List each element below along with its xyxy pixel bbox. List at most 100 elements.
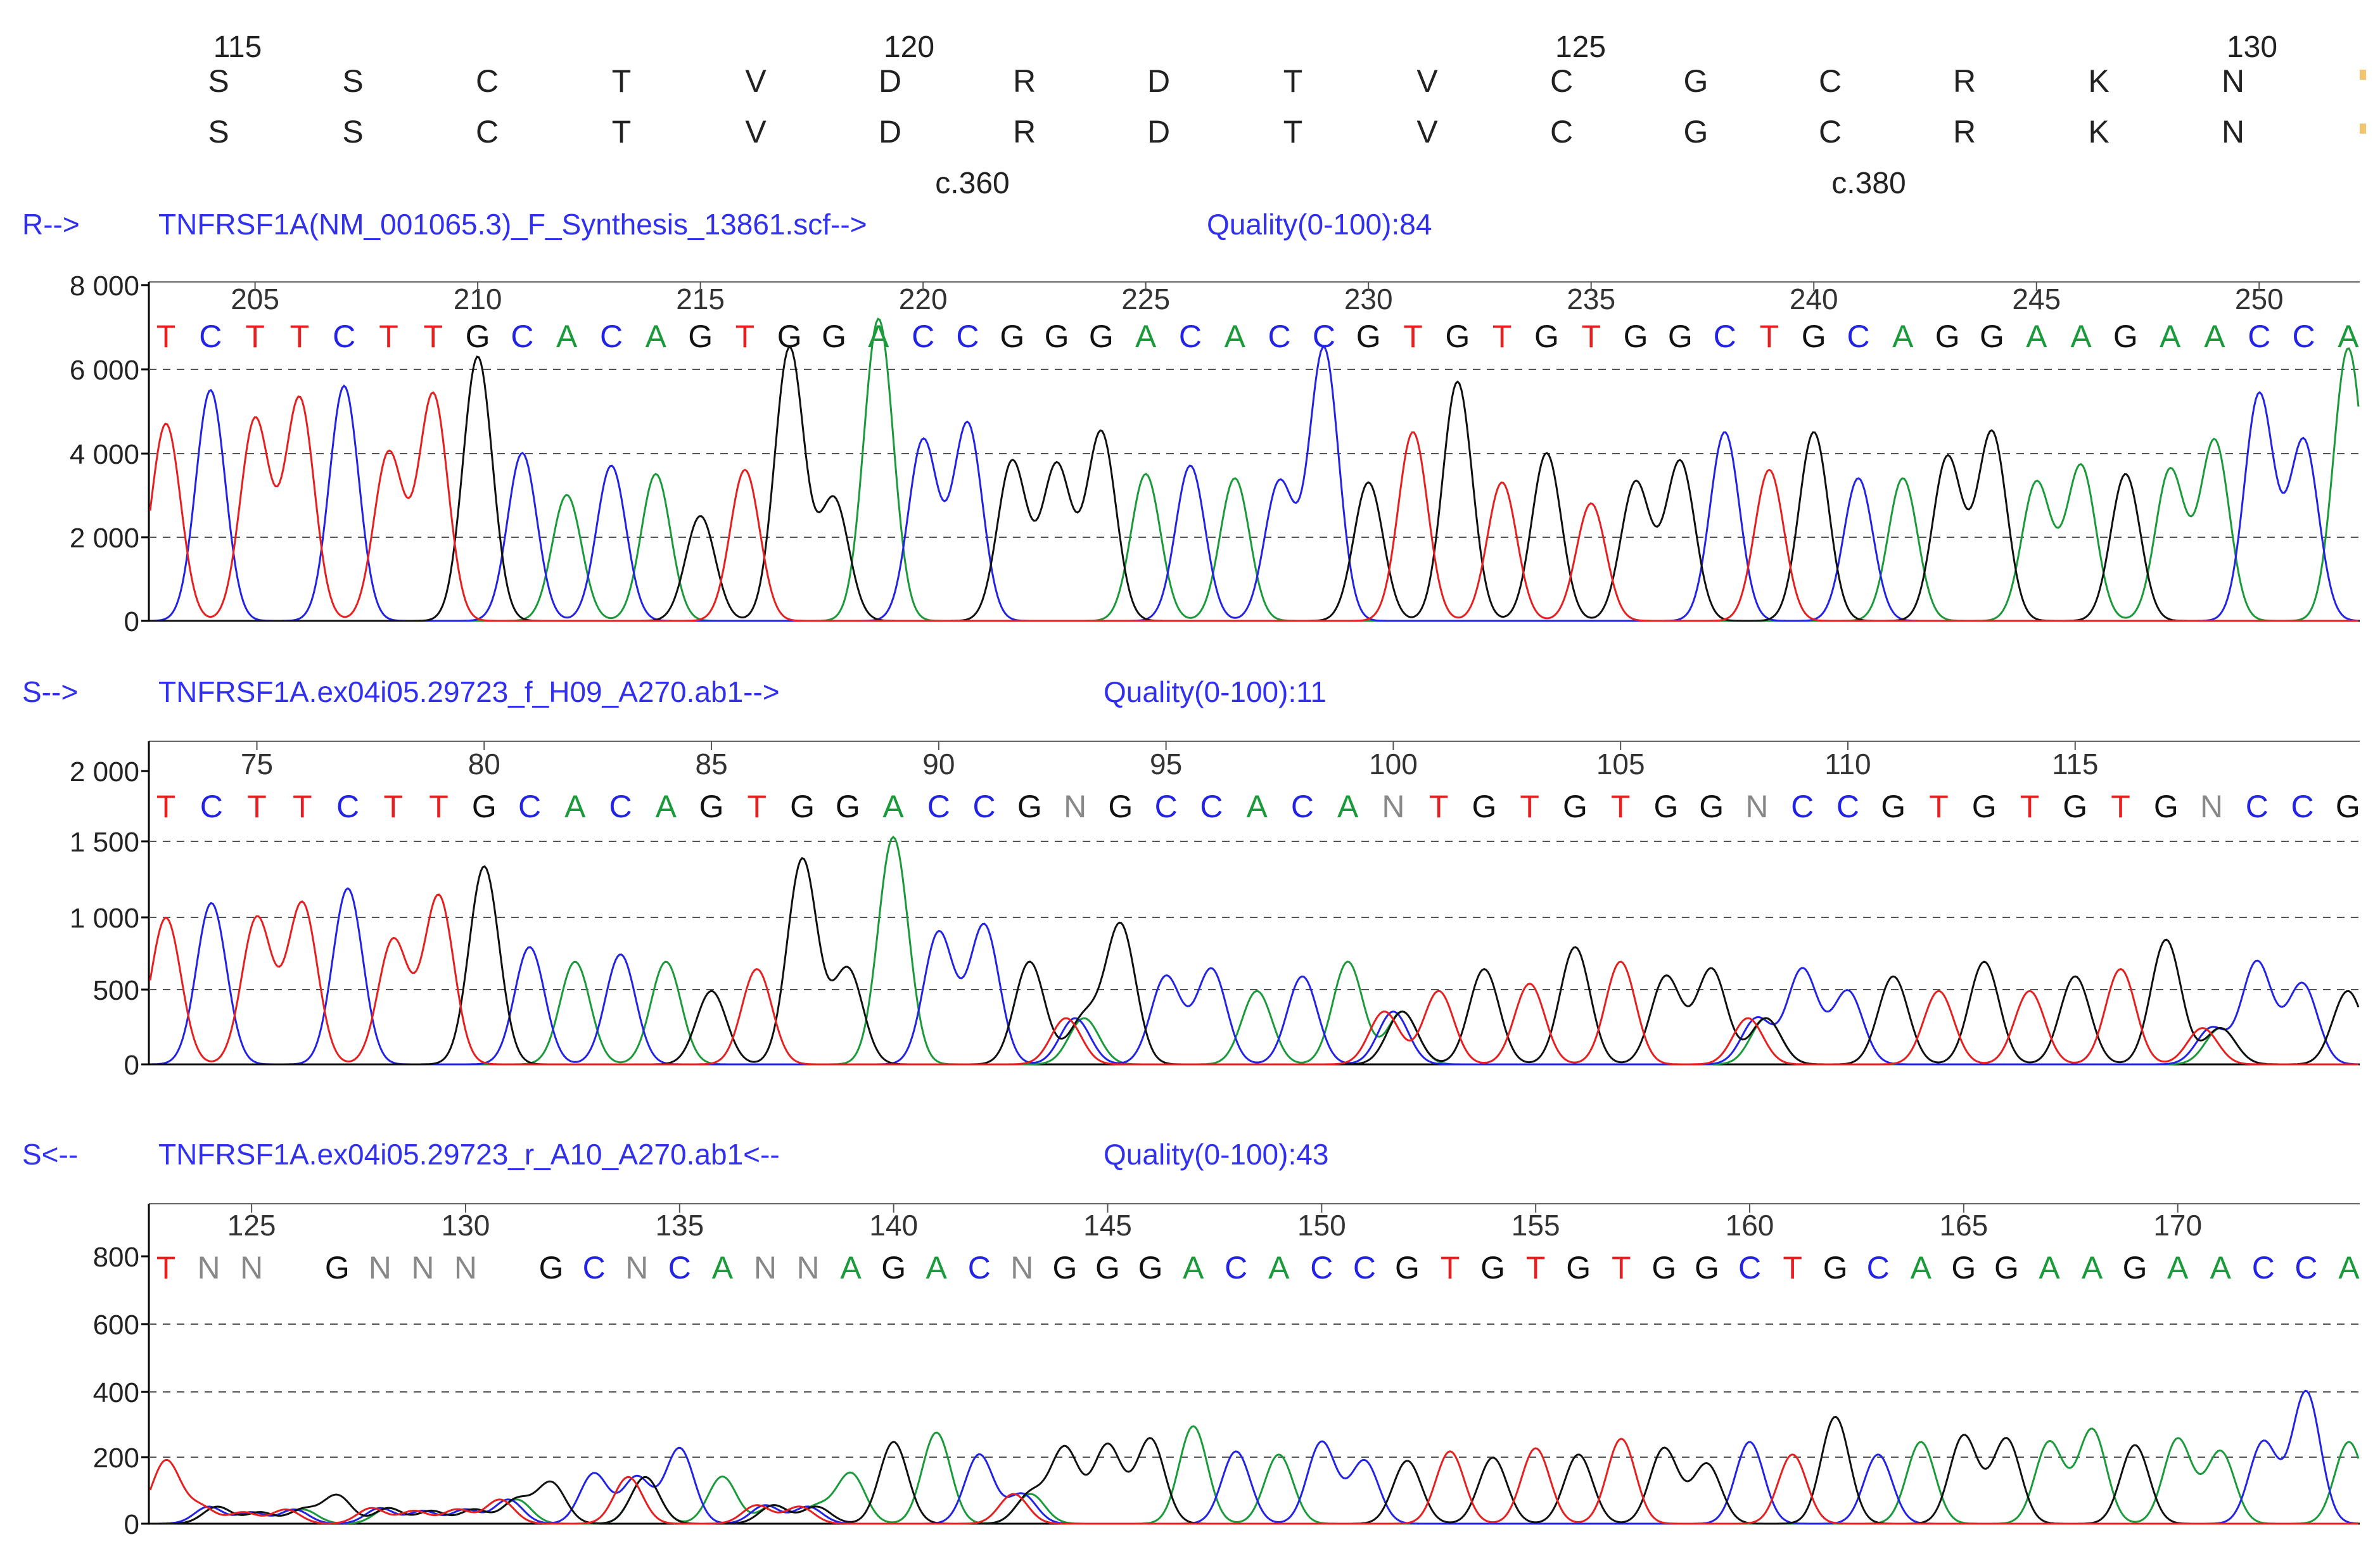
sample-aa-11: C — [1550, 114, 1573, 150]
ref-aa-7: R — [1013, 63, 1036, 99]
base-call-12: A — [646, 319, 667, 354]
base-call-43: A — [2026, 319, 2047, 354]
base-call-9: C — [518, 789, 541, 824]
ref-aa-2: S — [342, 63, 363, 99]
base-call-12: A — [656, 789, 677, 824]
base-call-49: G — [2336, 789, 2360, 824]
base-call-31: T — [1441, 1250, 1460, 1285]
base-call-16: N — [796, 1250, 819, 1285]
base-call-27: C — [1313, 319, 1335, 354]
base-call-7: T — [429, 789, 449, 824]
y-tick-label: 4 000 — [70, 439, 139, 470]
base-call-34: G — [1624, 319, 1648, 354]
base-call-37: T — [1760, 319, 1779, 354]
sample-aa-15: K — [2088, 114, 2109, 150]
base-call-28: G — [1356, 319, 1381, 354]
base-call-35: G — [1699, 789, 1724, 824]
base-call-14: A — [712, 1250, 734, 1285]
ruler-label-100: 100 — [1369, 748, 1418, 781]
ref-aa-13: C — [1819, 63, 1842, 99]
ref-aa-3: C — [476, 63, 499, 99]
base-call-20: G — [1017, 789, 1042, 824]
base-call-3: T — [245, 319, 265, 354]
sample-aa-2: S — [342, 114, 363, 150]
ref-aa-16: N — [2222, 63, 2244, 99]
base-call-33: T — [1611, 789, 1631, 824]
base-call-39: T — [1783, 1250, 1802, 1285]
ruler-label-145: 145 — [1083, 1209, 1132, 1242]
base-call-26: C — [1225, 1250, 1247, 1285]
base-call-15: G — [790, 789, 815, 824]
base-call-23: C — [1155, 789, 1178, 824]
ruler-label-110: 110 — [1824, 748, 1871, 781]
base-call-25: A — [1225, 319, 1246, 354]
base-call-35: G — [1668, 319, 1693, 354]
base-call-16: G — [822, 319, 846, 354]
base-call-33: T — [1526, 1250, 1546, 1285]
sample-aa-8: D — [1147, 114, 1170, 150]
base-call-28: C — [1310, 1250, 1333, 1285]
sample-aa-10: V — [1416, 114, 1438, 150]
base-call-5: C — [336, 789, 359, 824]
base-call-19: C — [956, 319, 979, 354]
base-call-29: T — [1429, 789, 1449, 824]
ruler-label-105: 105 — [1596, 748, 1645, 781]
y-tick-label: 800 — [93, 1242, 139, 1273]
base-call-1: T — [156, 319, 176, 354]
base-call-42: A — [1911, 1250, 1932, 1285]
base-call-49: A — [2210, 1250, 2232, 1285]
base-call-1: T — [156, 1250, 176, 1285]
base-call-34: G — [1566, 1250, 1591, 1285]
sample-aa-16: N — [2222, 114, 2244, 150]
ref-aa-14: R — [1953, 63, 1976, 99]
y-tick-label: 400 — [93, 1377, 139, 1408]
base-call-24: C — [1200, 789, 1223, 824]
trace-filename: TNFRSF1A.ex04i05.29723_f_H09_A270.ab1--> — [158, 675, 780, 708]
base-call-4: T — [290, 319, 310, 354]
sample-aa-3: C — [476, 114, 499, 150]
base-call-7: T — [424, 319, 443, 354]
base-call-42: T — [2020, 789, 2040, 824]
base-call-22: G — [1089, 319, 1114, 354]
base-call-31: T — [1520, 789, 1539, 824]
trace-curve-T — [149, 391, 2358, 622]
trace-filename: TNFRSF1A.ex04i05.29723_r_A10_A270.ab1<-- — [158, 1138, 780, 1171]
trace-curve-G — [150, 346, 2358, 622]
base-call-23: G — [1095, 1250, 1120, 1285]
base-call-27: A — [1337, 789, 1359, 824]
cdna-position-c380: c.380 — [1831, 167, 1906, 200]
base-call-19: C — [973, 789, 996, 824]
base-call-41: G — [1972, 789, 1997, 824]
base-call-42: G — [1980, 319, 2004, 354]
base-call-27: A — [1268, 1250, 1290, 1285]
alignment-position-115: 115 — [213, 30, 262, 64]
base-call-7: N — [411, 1250, 434, 1285]
base-call-47: A — [2204, 319, 2225, 354]
alignment-position-120: 120 — [884, 30, 934, 64]
base-call-47: G — [2123, 1250, 2148, 1285]
base-call-17: A — [840, 1250, 862, 1285]
base-call-13: G — [688, 319, 713, 354]
base-call-46: A — [2160, 319, 2181, 354]
ruler-label-165: 165 — [1939, 1209, 1988, 1242]
base-call-2: C — [199, 319, 222, 354]
ruler-label-125: 125 — [227, 1209, 276, 1242]
y-tick-label: 0 — [124, 1050, 139, 1081]
base-call-36: N — [1745, 789, 1768, 824]
base-call-45: G — [2154, 789, 2179, 824]
base-call-48: C — [2291, 789, 2313, 824]
y-tick-label: 2 000 — [70, 756, 139, 788]
base-call-8: N — [454, 1250, 477, 1285]
base-call-40: A — [1892, 319, 1914, 354]
base-call-9: C — [511, 319, 533, 354]
base-call-11: C — [600, 319, 623, 354]
trace-curve-A — [150, 1425, 2360, 1525]
y-tick-label: 0 — [124, 1509, 139, 1540]
cdna-position-c360: c.360 — [935, 167, 1009, 200]
base-call-10: A — [556, 319, 578, 354]
ref-aa-1: S — [208, 63, 229, 99]
ruler-label-170: 170 — [2153, 1209, 2202, 1242]
ref-aa-11: C — [1550, 63, 1573, 99]
base-call-15: N — [754, 1250, 777, 1285]
base-call-26: C — [1291, 789, 1314, 824]
